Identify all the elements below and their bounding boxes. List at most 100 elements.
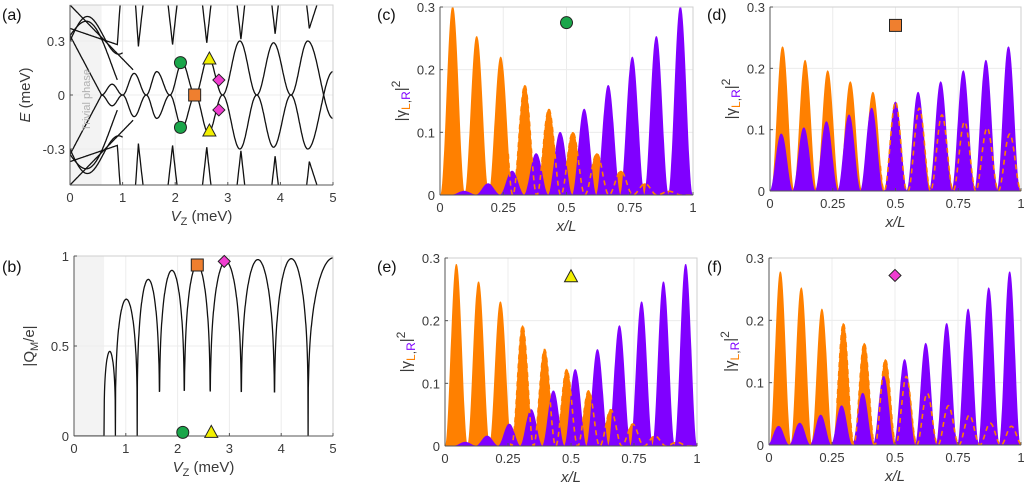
x-tick-label: 5 (329, 190, 336, 205)
y-tick-label: 0 (62, 429, 69, 444)
x-tick-label: 3 (226, 441, 233, 456)
diamond-marker (888, 268, 902, 283)
x-tick-label: 0.25 (820, 196, 845, 211)
y-tick-label: 0.5 (51, 339, 69, 354)
x-axis-label: x/L (555, 218, 576, 235)
y-tick-label: 0.1 (746, 376, 764, 391)
right-majorana-density (440, 7, 693, 195)
trivial-band-curve (70, 135, 124, 175)
x-tick-label: 4 (278, 441, 285, 456)
x-axis-label: VZ (meV) (171, 208, 233, 228)
x-tick-label: 1 (689, 200, 696, 215)
right-majorana-density (770, 46, 1021, 191)
x-tick-label: 0.5 (886, 450, 904, 465)
y-tick-label: 0.1 (422, 376, 440, 391)
plot-area (70, 5, 333, 185)
y-tick-label: 0.2 (422, 314, 440, 329)
x-tick-label: 1 (122, 441, 129, 456)
x-tick-label: 0 (765, 450, 772, 465)
y-tick-label: 0 (428, 188, 435, 203)
y-tick-label: 0.3 (417, 0, 435, 15)
y-axis-label: |γL,R|2 (718, 331, 742, 372)
trivial-phase-label: Trivial phase (81, 69, 93, 131)
plot-area (445, 264, 697, 446)
x-tick-label: 0.5 (886, 196, 904, 211)
diamond-marker (212, 103, 226, 117)
trivial-band-curve (70, 20, 118, 81)
majorana-charge-curve (74, 257, 333, 436)
y-tick-label: 0 (758, 184, 765, 199)
x-tick-label: 0 (66, 190, 73, 205)
x-tick-label: 0.5 (557, 200, 575, 215)
x-tick-label: 1 (1017, 196, 1024, 211)
higher-band-neg-curve (70, 143, 318, 185)
x-tick-label: 0.5 (562, 451, 580, 466)
y-tick-label: 0.2 (417, 63, 435, 78)
circle-marker (176, 425, 190, 439)
x-tick-label: 1 (1017, 450, 1024, 465)
y-tick-label: 1 (62, 249, 69, 264)
x-tick-label: 5 (329, 441, 336, 456)
panel-label: (f) (707, 259, 722, 276)
left-majorana-density-dashed (509, 324, 697, 446)
x-tick-label: 0.75 (617, 200, 642, 215)
y-tick-label: 0.3 (746, 251, 764, 266)
square-marker (188, 88, 202, 102)
plot-area (770, 46, 1021, 191)
plot-area (74, 257, 333, 436)
x-tick-label: 1 (119, 190, 126, 205)
panel-label: (e) (377, 259, 397, 276)
x-tick-label: 0.25 (495, 451, 520, 466)
y-tick-label: 0.3 (747, 0, 765, 15)
panel-label: (d) (707, 7, 727, 24)
circle-marker (560, 16, 573, 30)
y-axis-label: |γL,R|2 (719, 78, 743, 119)
x-axis-label: x/L (560, 469, 581, 486)
y-tick-label: 0 (433, 439, 440, 454)
left-majorana-density-dashed (836, 322, 1021, 445)
lowest-mode-pos-curve (70, 35, 333, 150)
y-tick-label: 0 (757, 438, 764, 453)
trivial-band-curve (70, 119, 134, 185)
triangle-marker (563, 268, 579, 283)
x-tick-label: 4 (277, 190, 284, 205)
y-axis-label: |γL,R|2 (389, 80, 413, 121)
y-tick-label: 0.1 (417, 125, 435, 140)
circle-marker (173, 120, 187, 134)
panel-d: 0 0.25 0.5 0.75 1 0 0.1 0.2 0.3 x/L |γL,R|2 (d) (707, 0, 1024, 231)
panel-c: 0 0.25 0.5 0.75 1 0 0.1 0.2 0.3 x/L |γL,R|2 (c) (377, 0, 697, 235)
y-axis-label: E (meV) (17, 67, 34, 122)
panel-label: (c) (377, 7, 396, 24)
panel-e: 0 0.25 0.5 0.75 1 0 0.1 0.2 0.3 x/L |γL,R|2 (e) (377, 251, 701, 486)
y-axis-label: |γL,R|2 (394, 331, 418, 372)
x-tick-label: 1 (693, 451, 700, 466)
y-tick-label: -0.3 (43, 142, 65, 157)
x-tick-label: 2 (172, 190, 179, 205)
panel-b: 0 1 2 3 4 5 0 0.5 1 VZ (meV) |QM/e| (b) (2, 249, 337, 479)
y-tick-label: 0.1 (747, 123, 765, 138)
circle-marker (173, 56, 187, 70)
square-marker (190, 258, 204, 272)
x-tick-label: 0 (766, 196, 773, 211)
panel-f: 0 0.25 0.5 0.75 1 0 0.1 0.2 0.3 x/L |γL,R|2 (f) (707, 251, 1024, 485)
triangle-marker (202, 50, 217, 65)
left-majorana-density-dashed (507, 84, 693, 195)
x-tick-label: 0 (436, 200, 443, 215)
x-axis-label: VZ (meV) (173, 459, 235, 479)
y-tick-label: 0.2 (747, 61, 765, 76)
x-tick-label: 0 (70, 441, 77, 456)
square-marker (889, 18, 902, 32)
plot-area (440, 7, 693, 195)
panel-a: Trivial phase 0 1 2 3 4 5 -0.3 0 0.3 VZ (meV) E (me… (2, 4, 337, 228)
x-axis-label: x/L (884, 214, 905, 231)
trivial-band-curve (70, 15, 124, 55)
x-tick-label: 0.25 (819, 450, 844, 465)
triangle-marker (203, 424, 219, 438)
y-axis-label: |QM/e| (21, 325, 41, 366)
y-tick-label: 0.3 (47, 34, 65, 49)
diamond-marker (217, 254, 231, 269)
higher-band-pos-curve (70, 5, 318, 47)
y-tick-label: 0.3 (422, 251, 440, 266)
triangle-marker (202, 122, 217, 137)
